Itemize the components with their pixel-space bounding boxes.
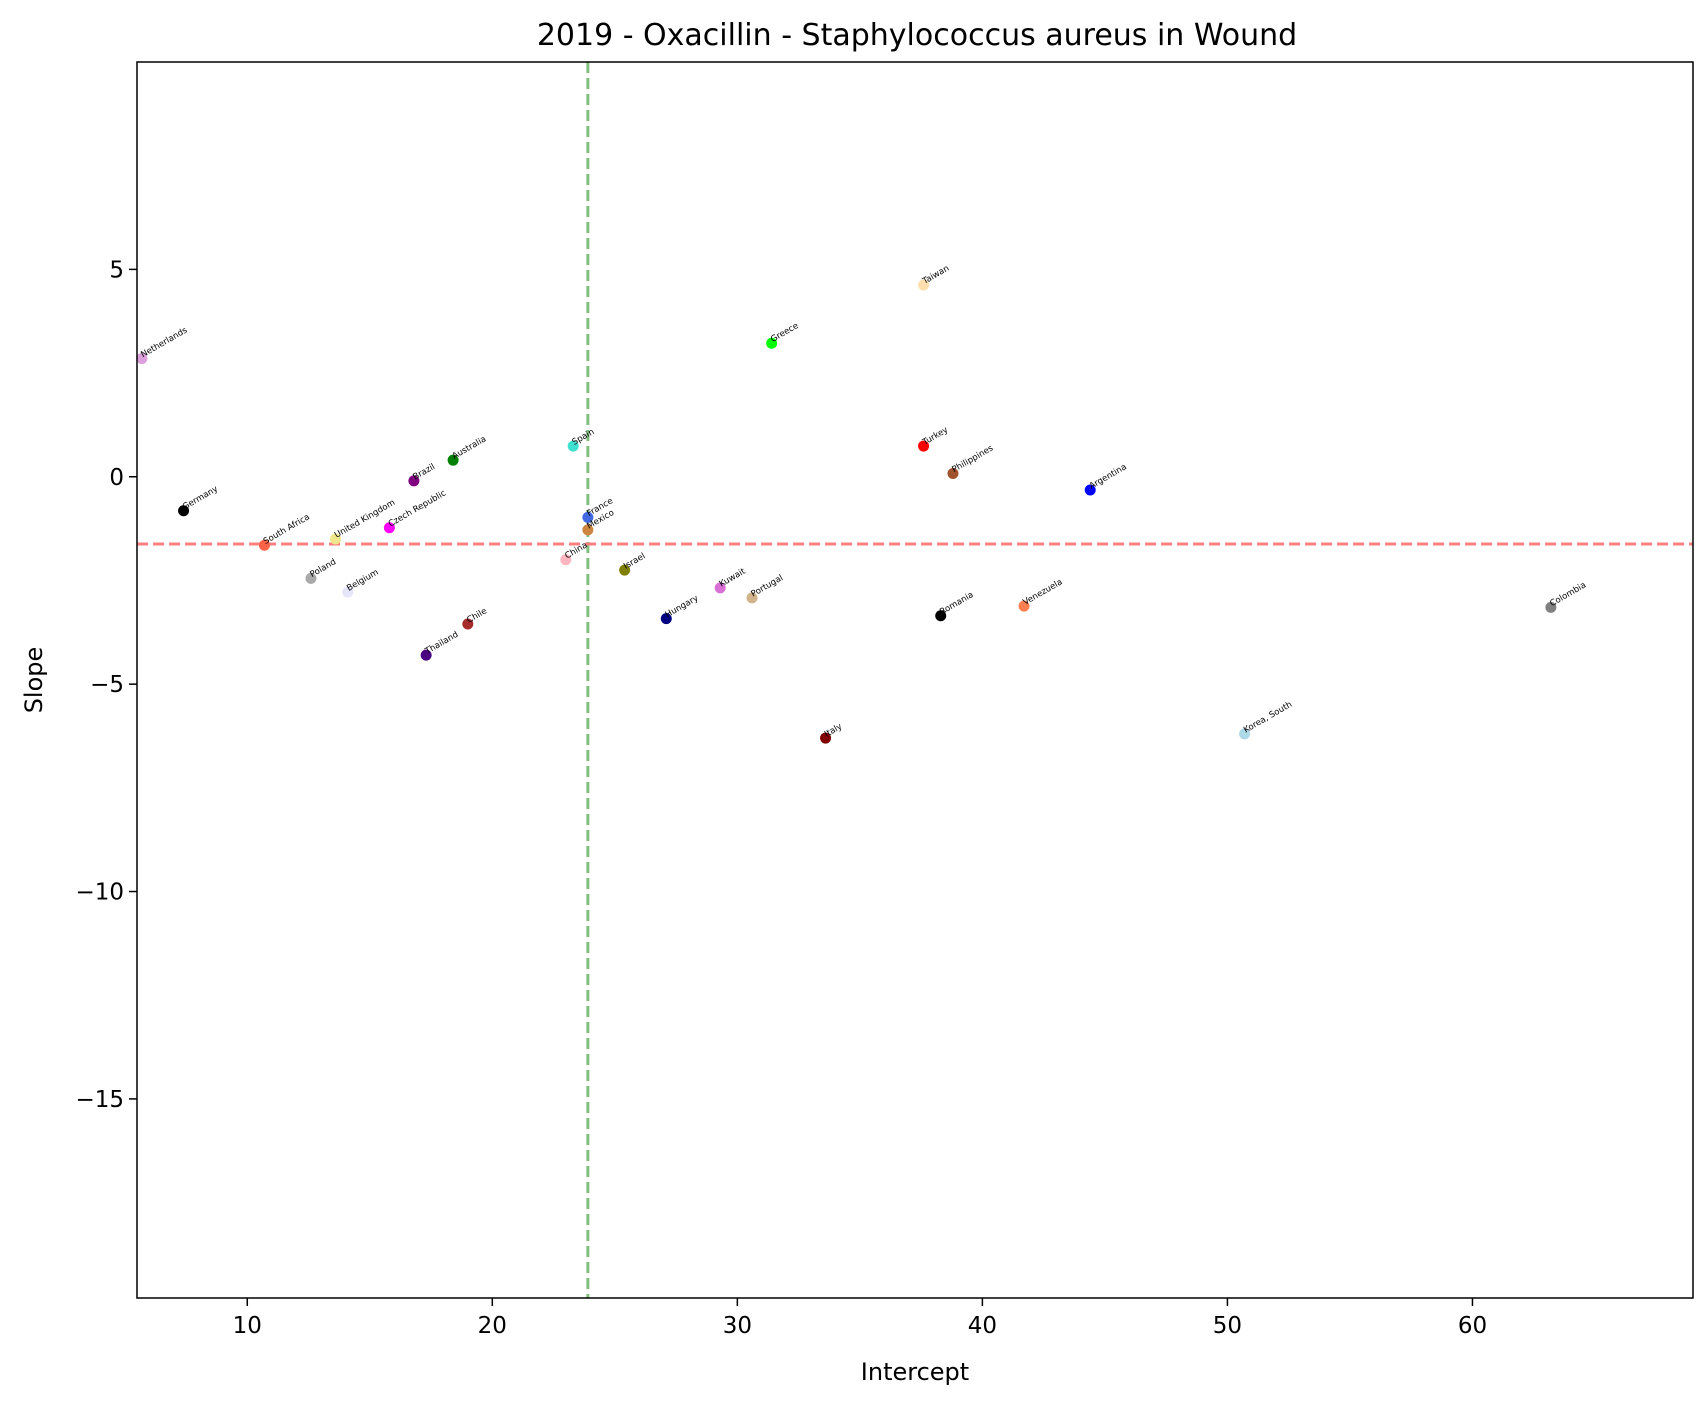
y-tick-label: 0 xyxy=(109,465,124,491)
data-point xyxy=(918,279,930,291)
data-point xyxy=(420,649,432,661)
point-label: Kuwait xyxy=(718,566,748,589)
point-label: Korea, South xyxy=(1242,700,1294,736)
plot-area: Netherlands Germany South Africa Poland Unit… xyxy=(136,62,1693,1298)
point-label: Netherlands xyxy=(139,325,189,360)
data-point xyxy=(918,440,930,452)
data-point xyxy=(714,582,726,594)
point-label: Chile xyxy=(465,606,488,625)
point-label: Spain xyxy=(571,427,597,448)
data-point xyxy=(178,505,190,517)
y-tick-label: −10 xyxy=(75,880,124,906)
data-point xyxy=(462,618,474,630)
chart-title: 2019 - Oxacillin - Staphylococcus aureus… xyxy=(537,18,1297,53)
point-label: Germany xyxy=(181,484,220,512)
data-point xyxy=(342,586,354,598)
point-label: Portugal xyxy=(750,573,786,599)
x-tick-label: 20 xyxy=(478,1313,507,1339)
x-tick-label: 40 xyxy=(968,1313,997,1339)
data-point xyxy=(447,454,459,466)
data-point xyxy=(660,613,672,625)
x-tick-label: 50 xyxy=(1213,1313,1242,1339)
data-point xyxy=(329,533,341,545)
data-point xyxy=(1239,728,1251,740)
y-axis-label: Slope xyxy=(20,647,48,714)
point-label: South Africa xyxy=(262,512,312,546)
point-label: United Kingdom xyxy=(333,498,397,541)
data-point xyxy=(560,554,572,566)
point-label: Australia xyxy=(451,434,489,461)
point-label: Venezuela xyxy=(1022,577,1065,607)
point-label: Turkey xyxy=(920,425,950,448)
point-label: Philippines xyxy=(950,443,995,475)
x-tick-label: 10 xyxy=(233,1313,262,1339)
data-point xyxy=(935,610,947,622)
point-label: Belgium xyxy=(345,568,380,594)
data-point xyxy=(766,337,778,349)
point-label: Israel xyxy=(622,551,647,571)
point-label: Argentina xyxy=(1088,462,1129,491)
y-tick-label: −5 xyxy=(90,672,124,698)
point-label: Thailand xyxy=(423,630,460,657)
data-point xyxy=(619,564,631,576)
data-point xyxy=(258,539,270,551)
y-tick-label: 5 xyxy=(109,257,124,283)
point-label: Greece xyxy=(769,321,800,345)
point-label: Czech Republic xyxy=(387,488,448,529)
data-point xyxy=(947,467,959,479)
point-label: Hungary xyxy=(664,593,700,620)
data-point xyxy=(1545,601,1557,613)
data-point xyxy=(820,732,832,744)
data-point xyxy=(305,572,317,584)
data-point xyxy=(383,522,395,534)
data-point xyxy=(136,353,148,365)
point-label: Poland xyxy=(308,557,338,580)
point-label: Brazil xyxy=(411,462,437,483)
point-label: Romania xyxy=(938,590,975,617)
data-point xyxy=(746,592,758,604)
data-point xyxy=(582,511,594,523)
data-point xyxy=(1018,600,1030,612)
data-point xyxy=(408,475,420,487)
data-point xyxy=(1084,484,1096,496)
x-tick-label: 30 xyxy=(723,1313,752,1339)
point-label: Italy xyxy=(823,722,844,740)
x-axis-label: Intercept xyxy=(861,1358,969,1386)
y-tick-label: −15 xyxy=(75,1087,124,1113)
x-tick-label: 60 xyxy=(1458,1313,1487,1339)
point-label: Colombia xyxy=(1548,580,1588,609)
data-point xyxy=(582,524,594,536)
data-point xyxy=(567,440,579,452)
point-label: Taiwan xyxy=(920,264,951,288)
plot-frame xyxy=(136,61,1694,1299)
